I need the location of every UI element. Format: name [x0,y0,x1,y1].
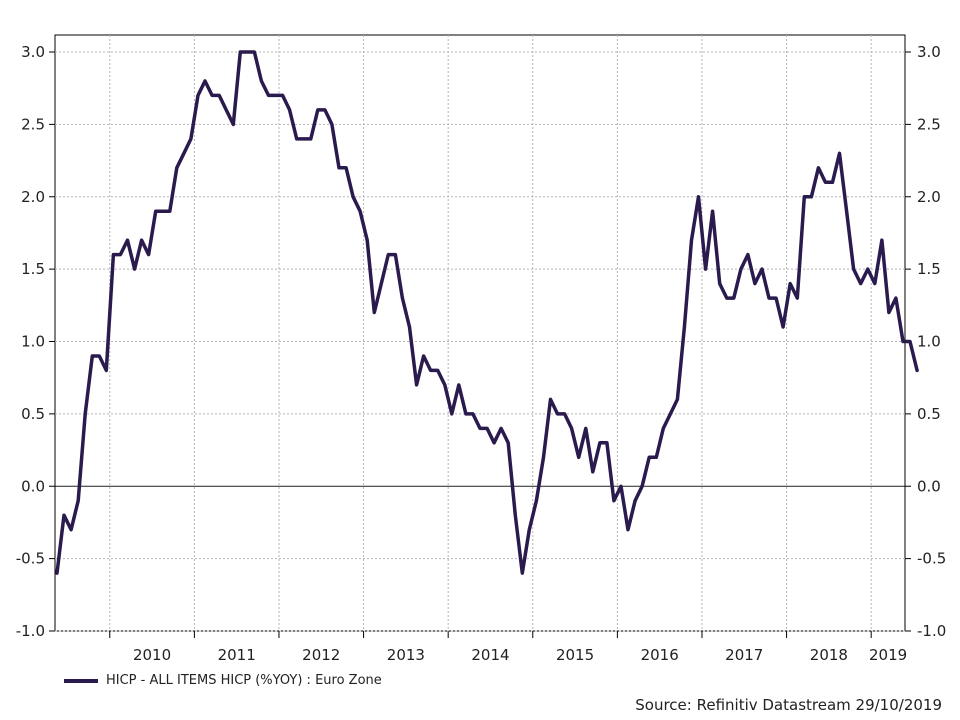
y-axis-left: 3.0 2.5 2.0 1.5 1.0 0.5 0.0 -0.5 -1.0 [16,43,55,640]
y-tick-label-left: -1.0 [16,622,45,640]
y-tick-label-right: 1.0 [917,333,941,351]
y-tick-label-right: 0.5 [917,405,941,423]
series-line [55,50,919,575]
y-tick-label-right: 2.5 [917,115,941,133]
legend: HICP - ALL ITEMS HICP (%YOY) : Euro Zone [64,673,382,688]
x-axis: 2010 2011 2012 2013 2014 2015 2016 2017 2018 2019 [109,631,907,664]
legend-swatch [64,678,98,683]
legend-label: HICP - ALL ITEMS HICP (%YOY) : Euro Zone [106,673,382,688]
y-tick-label-left: 2.5 [21,115,45,133]
series-layer [55,50,919,575]
x-tick-label: 2010 [133,646,171,664]
y-tick-label-right: 3.0 [917,43,941,61]
x-tick-label: 2017 [725,646,763,664]
source-note: Source: Refinitiv Datastream 29/10/2019 [635,696,942,714]
y-tick-label-right: -1.0 [917,622,946,640]
x-tick-label: 2013 [387,646,425,664]
x-tick-label: 2018 [810,646,848,664]
y-tick-label-right: 2.0 [917,188,941,206]
y-tick-label-left: 0.0 [21,477,45,495]
y-tick-label-right: 1.5 [917,260,941,278]
y-tick-label-left: 0.5 [21,405,45,423]
x-tick-label: 2015 [556,646,594,664]
x-tick-label: 2019 [869,646,907,664]
plot-area [54,34,906,632]
y-tick-label-left: 1.0 [21,333,45,351]
y-tick-label-left: 2.0 [21,188,45,206]
x-tick-label: 2011 [218,646,256,664]
x-tick-label: 2016 [641,646,679,664]
y-tick-label-right: 0.0 [917,477,941,495]
y-tick-label-left: 3.0 [21,43,45,61]
y-axis-right: 3.0 2.5 2.0 1.5 1.0 0.5 0.0 -0.5 -1.0 [905,43,946,640]
y-tick-label-right: -0.5 [917,550,946,568]
x-tick-label: 2012 [302,646,340,664]
y-tick-label-left: 1.5 [21,260,45,278]
x-tick-label: 2014 [471,646,509,664]
y-tick-label-left: -0.5 [16,550,45,568]
